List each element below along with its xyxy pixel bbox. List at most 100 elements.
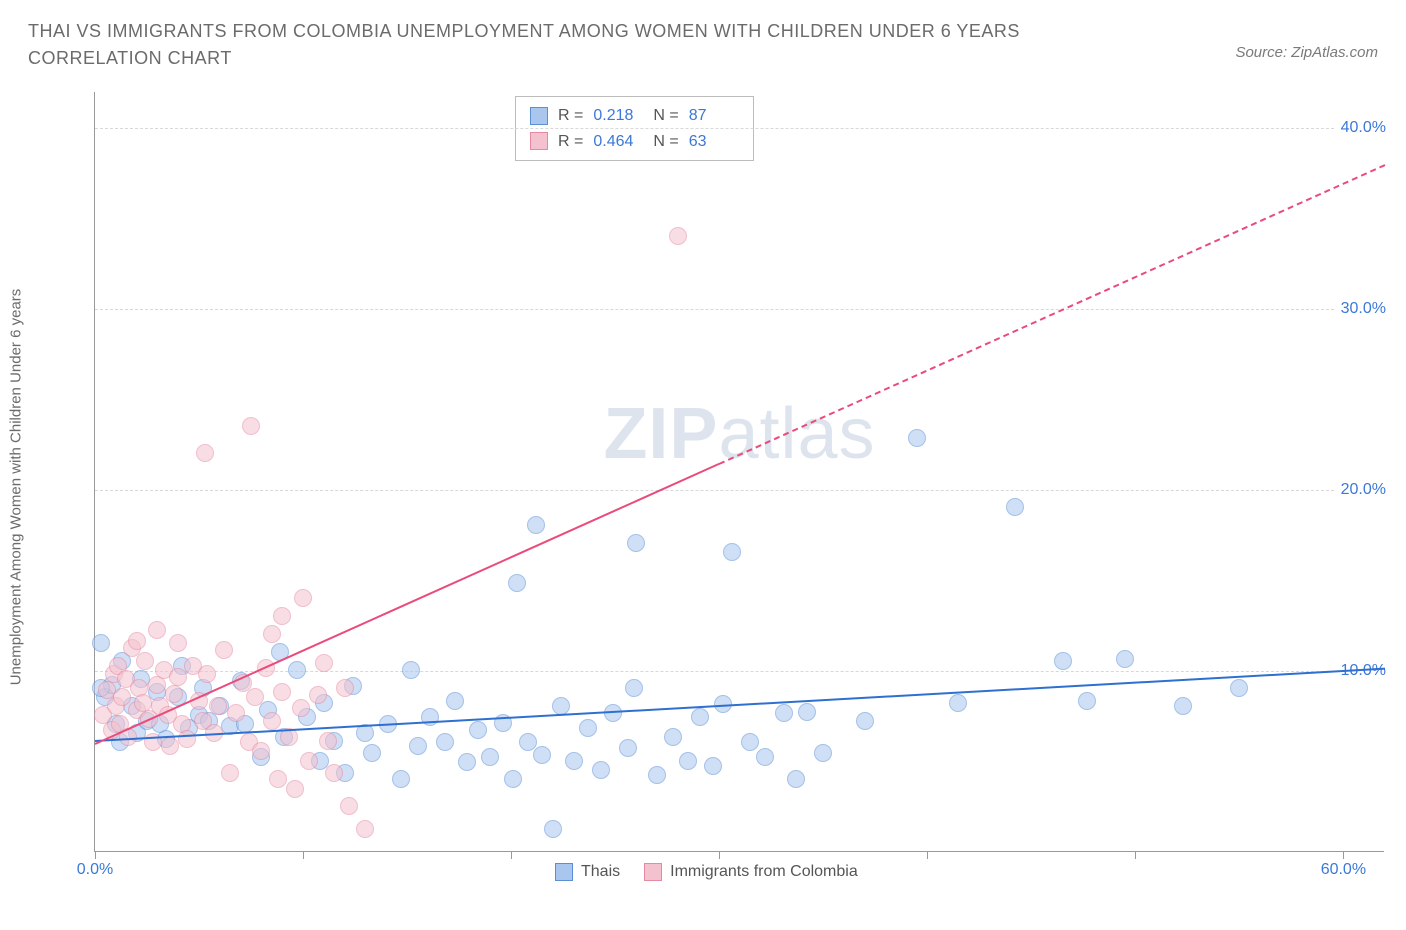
scatter-point bbox=[227, 704, 245, 722]
scatter-point bbox=[519, 733, 537, 751]
scatter-point bbox=[625, 679, 643, 697]
legend: Thais Immigrants from Colombia bbox=[555, 863, 858, 881]
scatter-point bbox=[136, 652, 154, 670]
scatter-point bbox=[481, 748, 499, 766]
scatter-point bbox=[215, 641, 233, 659]
scatter-point bbox=[627, 534, 645, 552]
scatter-point bbox=[165, 685, 183, 703]
scatter-point bbox=[286, 780, 304, 798]
legend-label-2: Immigrants from Colombia bbox=[670, 863, 858, 881]
swatch-series-2 bbox=[530, 132, 548, 150]
n-label-2: N = bbox=[653, 129, 678, 155]
scatter-point bbox=[92, 634, 110, 652]
legend-swatch-2 bbox=[644, 863, 662, 881]
scatter-point bbox=[319, 732, 337, 750]
scatter-point bbox=[246, 688, 264, 706]
legend-swatch-1 bbox=[555, 863, 573, 881]
scatter-point bbox=[263, 625, 281, 643]
x-tick bbox=[719, 851, 720, 859]
r-label-1: R = bbox=[558, 103, 583, 129]
chart-container: Unemployment Among Women with Children U… bbox=[64, 92, 1384, 882]
y-tick-label: 40.0% bbox=[1335, 119, 1386, 137]
scatter-point bbox=[252, 742, 270, 760]
watermark: ZIPatlas bbox=[603, 393, 875, 475]
scatter-point bbox=[619, 739, 637, 757]
scatter-point bbox=[273, 607, 291, 625]
x-tick bbox=[1343, 851, 1344, 859]
scatter-point bbox=[756, 748, 774, 766]
scatter-point bbox=[309, 686, 327, 704]
r-label-2: R = bbox=[558, 129, 583, 155]
scatter-point bbox=[527, 516, 545, 534]
scatter-point bbox=[664, 728, 682, 746]
x-tick-label: 0.0% bbox=[77, 861, 113, 879]
plot-area: ZIPatlas R = 0.218 N = 87 R = 0.464 N = … bbox=[94, 92, 1384, 852]
scatter-point bbox=[1078, 692, 1096, 710]
scatter-point bbox=[402, 661, 420, 679]
x-tick bbox=[95, 851, 96, 859]
scatter-point bbox=[544, 820, 562, 838]
scatter-point bbox=[273, 683, 291, 701]
scatter-point bbox=[508, 574, 526, 592]
scatter-point bbox=[458, 753, 476, 771]
x-tick bbox=[927, 851, 928, 859]
scatter-point bbox=[469, 721, 487, 739]
scatter-point bbox=[679, 752, 697, 770]
n-value-2: 63 bbox=[689, 129, 739, 155]
scatter-point bbox=[579, 719, 597, 737]
legend-item-2: Immigrants from Colombia bbox=[644, 863, 858, 881]
scatter-point bbox=[363, 744, 381, 762]
legend-label-1: Thais bbox=[581, 863, 620, 881]
scatter-point bbox=[741, 733, 759, 751]
stats-row-2: R = 0.464 N = 63 bbox=[530, 129, 739, 155]
x-tick bbox=[1135, 851, 1136, 859]
scatter-point bbox=[1116, 650, 1134, 668]
scatter-point bbox=[787, 770, 805, 788]
scatter-point bbox=[604, 704, 622, 722]
watermark-bold: ZIP bbox=[603, 394, 718, 474]
scatter-point bbox=[148, 621, 166, 639]
scatter-point bbox=[704, 757, 722, 775]
scatter-point bbox=[209, 697, 227, 715]
scatter-point bbox=[300, 752, 318, 770]
scatter-point bbox=[288, 661, 306, 679]
grid-line bbox=[95, 490, 1384, 491]
scatter-point bbox=[198, 665, 216, 683]
scatter-point bbox=[1054, 652, 1072, 670]
scatter-point bbox=[392, 770, 410, 788]
scatter-point bbox=[242, 417, 260, 435]
scatter-point bbox=[325, 764, 343, 782]
scatter-point bbox=[565, 752, 583, 770]
scatter-point bbox=[1174, 697, 1192, 715]
scatter-point bbox=[436, 733, 454, 751]
r-value-1: 0.218 bbox=[593, 103, 643, 129]
scatter-point bbox=[221, 764, 239, 782]
scatter-point bbox=[356, 820, 374, 838]
scatter-point bbox=[336, 679, 354, 697]
scatter-point bbox=[340, 797, 358, 815]
scatter-point bbox=[504, 770, 522, 788]
scatter-point bbox=[269, 770, 287, 788]
scatter-point bbox=[113, 688, 131, 706]
grid-line bbox=[95, 128, 1384, 129]
chart-title: THAI VS IMMIGRANTS FROM COLOMBIA UNEMPLO… bbox=[28, 18, 1028, 72]
trend-line bbox=[95, 463, 720, 745]
scatter-point bbox=[169, 634, 187, 652]
x-tick bbox=[303, 851, 304, 859]
scatter-point bbox=[949, 694, 967, 712]
scatter-point bbox=[315, 654, 333, 672]
scatter-point bbox=[669, 227, 687, 245]
y-axis-label: Unemployment Among Women with Children U… bbox=[8, 289, 25, 686]
scatter-point bbox=[446, 692, 464, 710]
scatter-point bbox=[691, 708, 709, 726]
scatter-point bbox=[409, 737, 427, 755]
scatter-point bbox=[292, 699, 310, 717]
scatter-point bbox=[1006, 498, 1024, 516]
n-value-1: 87 bbox=[689, 103, 739, 129]
stats-row-1: R = 0.218 N = 87 bbox=[530, 103, 739, 129]
y-tick-label: 30.0% bbox=[1335, 300, 1386, 318]
grid-line bbox=[95, 309, 1384, 310]
n-label-1: N = bbox=[653, 103, 678, 129]
scatter-point bbox=[856, 712, 874, 730]
scatter-point bbox=[128, 632, 146, 650]
